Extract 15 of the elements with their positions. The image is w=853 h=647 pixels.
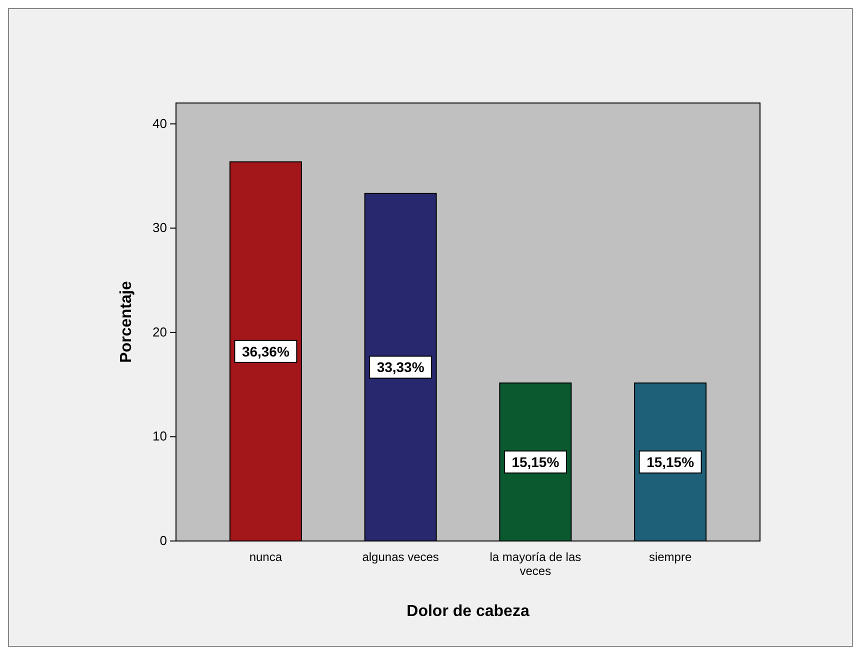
x-tick-label: nunca [249, 550, 282, 564]
data-label: 33,33% [376, 359, 425, 376]
x-axis-title: Dolor de cabeza [406, 603, 530, 620]
y-tick-label: 0 [160, 533, 167, 548]
data-label: 15,15% [512, 454, 560, 470]
y-tick-label: 20 [152, 324, 167, 340]
y-tick-label: 30 [152, 220, 167, 236]
y-tick-label: 40 [152, 116, 167, 131]
data-label: 36,36% [242, 343, 290, 360]
data-label: 15,15% [646, 454, 695, 470]
y-axis-title: Porcentaje [118, 280, 135, 363]
y-tick-label: 10 [152, 428, 167, 444]
x-tick-label: siempre [648, 550, 692, 564]
x-tick-label: la mayoría de las veces [490, 550, 582, 578]
x-tick-label: algunas veces [362, 550, 439, 564]
